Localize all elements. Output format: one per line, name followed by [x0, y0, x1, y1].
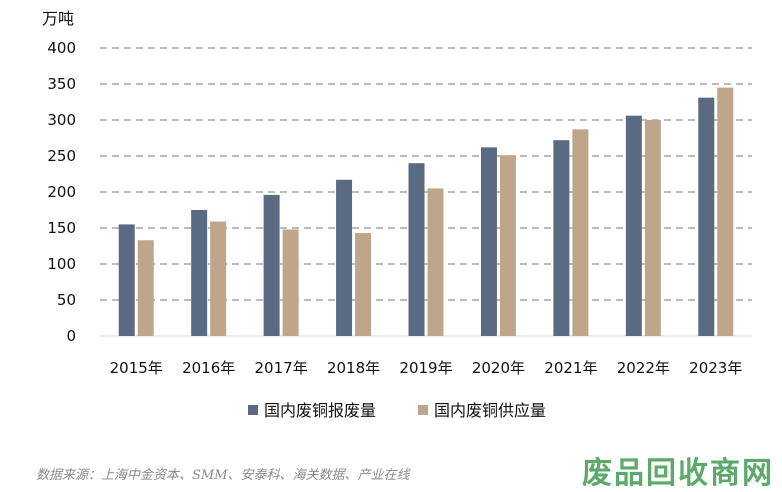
- y-tick-label: 400: [47, 39, 76, 57]
- source-note: 数据来源：上海中金资本、SMM、安泰科、海关数据、产业在线: [36, 468, 410, 483]
- y-tick-label: 300: [47, 111, 76, 129]
- bar-supply-2022年: [644, 120, 661, 336]
- x-tick-label: 2021年: [544, 359, 597, 377]
- legend: 国内废铜报废量 国内废铜供应量: [248, 401, 546, 420]
- bar-report-2021年: [553, 140, 570, 336]
- legend-swatch-supply: [418, 405, 428, 415]
- bar-supply-2016年: [210, 221, 227, 336]
- y-tick-label: 150: [47, 219, 76, 237]
- x-tick-label: 2018年: [327, 359, 380, 377]
- bar-supply-2023年: [717, 87, 734, 336]
- bar-report-2018年: [336, 179, 353, 336]
- bar-report-2019年: [408, 163, 425, 336]
- y-axis-ticks: 0 50 100 150 200 250 300 350 400: [47, 39, 76, 345]
- x-tick-label: 2022年: [617, 359, 670, 377]
- bar-supply-2015年: [137, 240, 154, 336]
- bar-supply-2019年: [427, 188, 444, 336]
- bars: [118, 87, 734, 337]
- x-tick-label: 2017年: [255, 359, 308, 377]
- bar-report-2023年: [698, 97, 715, 337]
- watermark: 废品回收商网: [582, 456, 774, 491]
- bar-supply-2017年: [282, 229, 299, 336]
- bar-supply-2018年: [355, 233, 372, 336]
- x-tick-label: 2015年: [110, 359, 163, 377]
- bar-report-2022年: [625, 115, 642, 337]
- x-tick-label: 2019年: [399, 359, 452, 377]
- y-tick-label: 250: [47, 147, 76, 165]
- y-tick-label: 100: [47, 255, 76, 273]
- y-tick-label: 200: [47, 183, 76, 201]
- x-tick-label: 2020年: [472, 359, 525, 377]
- legend-label-report: 国内废铜报废量: [264, 401, 376, 420]
- bar-report-2020年: [480, 147, 497, 336]
- bar-supply-2020年: [499, 155, 516, 336]
- bar-report-2017年: [263, 194, 280, 336]
- x-tick-label: 2016年: [182, 359, 235, 377]
- bar-report-2015年: [118, 224, 135, 336]
- legend-label-supply: 国内废铜供应量: [434, 401, 546, 420]
- y-tick-label: 0: [66, 327, 76, 345]
- legend-swatch-report: [248, 405, 258, 415]
- y-tick-label: 350: [47, 75, 76, 93]
- bar-supply-2021年: [572, 129, 589, 336]
- x-tick-label: 2023年: [689, 359, 742, 377]
- gridlines: [100, 47, 752, 337]
- y-axis-unit-label: 万吨: [42, 9, 74, 28]
- bar-report-2016年: [191, 210, 208, 336]
- x-axis-ticks: 2015年 2016年 2017年 2018年 2019年 2020年 2021年 2022年…: [110, 359, 743, 377]
- y-tick-label: 50: [57, 291, 76, 309]
